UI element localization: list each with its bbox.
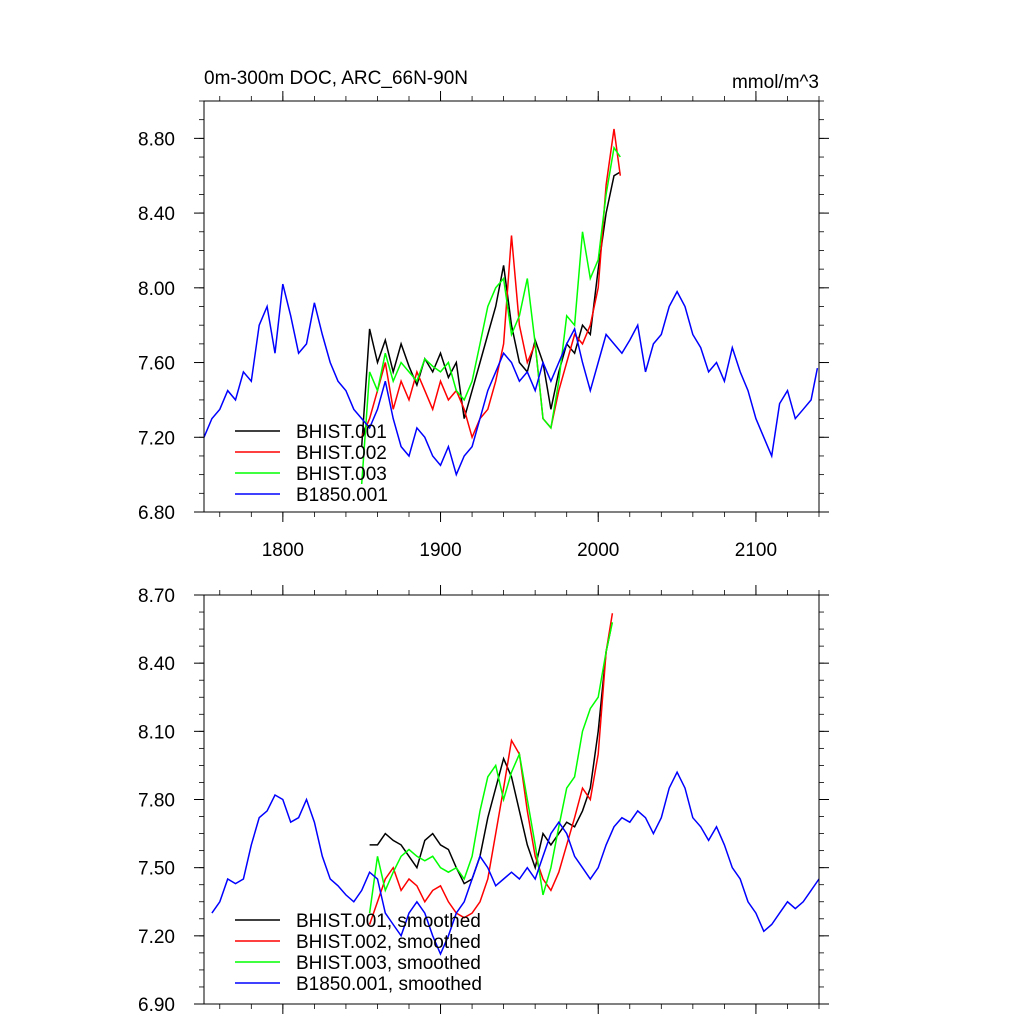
- y-tick-label: 7.80: [138, 791, 175, 812]
- x-tick-label: 1800: [262, 540, 304, 561]
- series-lines: [211, 613, 820, 956]
- legend-label: BHIST.002: [296, 443, 387, 464]
- y-tick-label: 7.50: [138, 859, 175, 880]
- series-line-4: [203, 283, 819, 477]
- series-line-4: [211, 770, 820, 956]
- y-tick-label: 6.90: [138, 995, 175, 1016]
- series-line-3: [360, 145, 621, 485]
- legend-label: BHIST.001, smoothed: [296, 911, 481, 932]
- legend-label: B1850.001, smoothed: [296, 974, 482, 995]
- y-tick-label: 8.00: [138, 279, 175, 300]
- y-tick-label: 8.80: [138, 129, 175, 150]
- y-tick-label: 8.40: [138, 204, 175, 225]
- y-tick-label: 8.40: [138, 654, 175, 675]
- x-tick-label: 2100: [735, 540, 777, 561]
- series-lines: [203, 128, 819, 485]
- series-line-3: [368, 622, 614, 914]
- x-tick-label: 1900: [419, 540, 461, 561]
- series-line-2: [361, 128, 622, 440]
- x-tick-label: 2000: [577, 540, 619, 561]
- y-tick-label: 7.20: [138, 428, 175, 449]
- chart-title: 0m-300m DOC, ARC_66N-90N: [204, 68, 468, 89]
- y-tick-label: 8.70: [138, 586, 175, 607]
- y-tick-label: 6.80: [138, 503, 175, 524]
- legend-label: BHIST.003: [296, 464, 387, 485]
- axis-ticks: 6.80 7.20 7.60 8.00 8.40 8.80 1800 1900 2000 2100: [138, 91, 829, 561]
- chart-units: mmol/m^3: [732, 72, 819, 93]
- legend-label: BHIST.002, smoothed: [296, 932, 481, 953]
- legend-label: B1850.001: [296, 485, 388, 506]
- series-line-2: [368, 613, 614, 925]
- series-line-1: [369, 628, 612, 885]
- y-tick-label: 7.20: [138, 927, 175, 948]
- top-chart-panel: 0m-300m DOC, ARC_66N-90N mmol/m^3 6.80 7.…: [138, 68, 829, 561]
- bottom-chart-panel: 6.90 7.20 7.50 7.80 8.10 8.40 8.70 BHIST.001, …: [138, 585, 829, 1016]
- series-line-1: [360, 171, 621, 447]
- y-tick-label: 7.60: [138, 354, 175, 375]
- axis-ticks: 6.90 7.20 7.50 7.80 8.10 8.40 8.70: [138, 585, 829, 1016]
- legend-label: BHIST.001: [296, 422, 387, 443]
- y-tick-label: 8.10: [138, 722, 175, 743]
- legend-label: BHIST.003, smoothed: [296, 953, 481, 974]
